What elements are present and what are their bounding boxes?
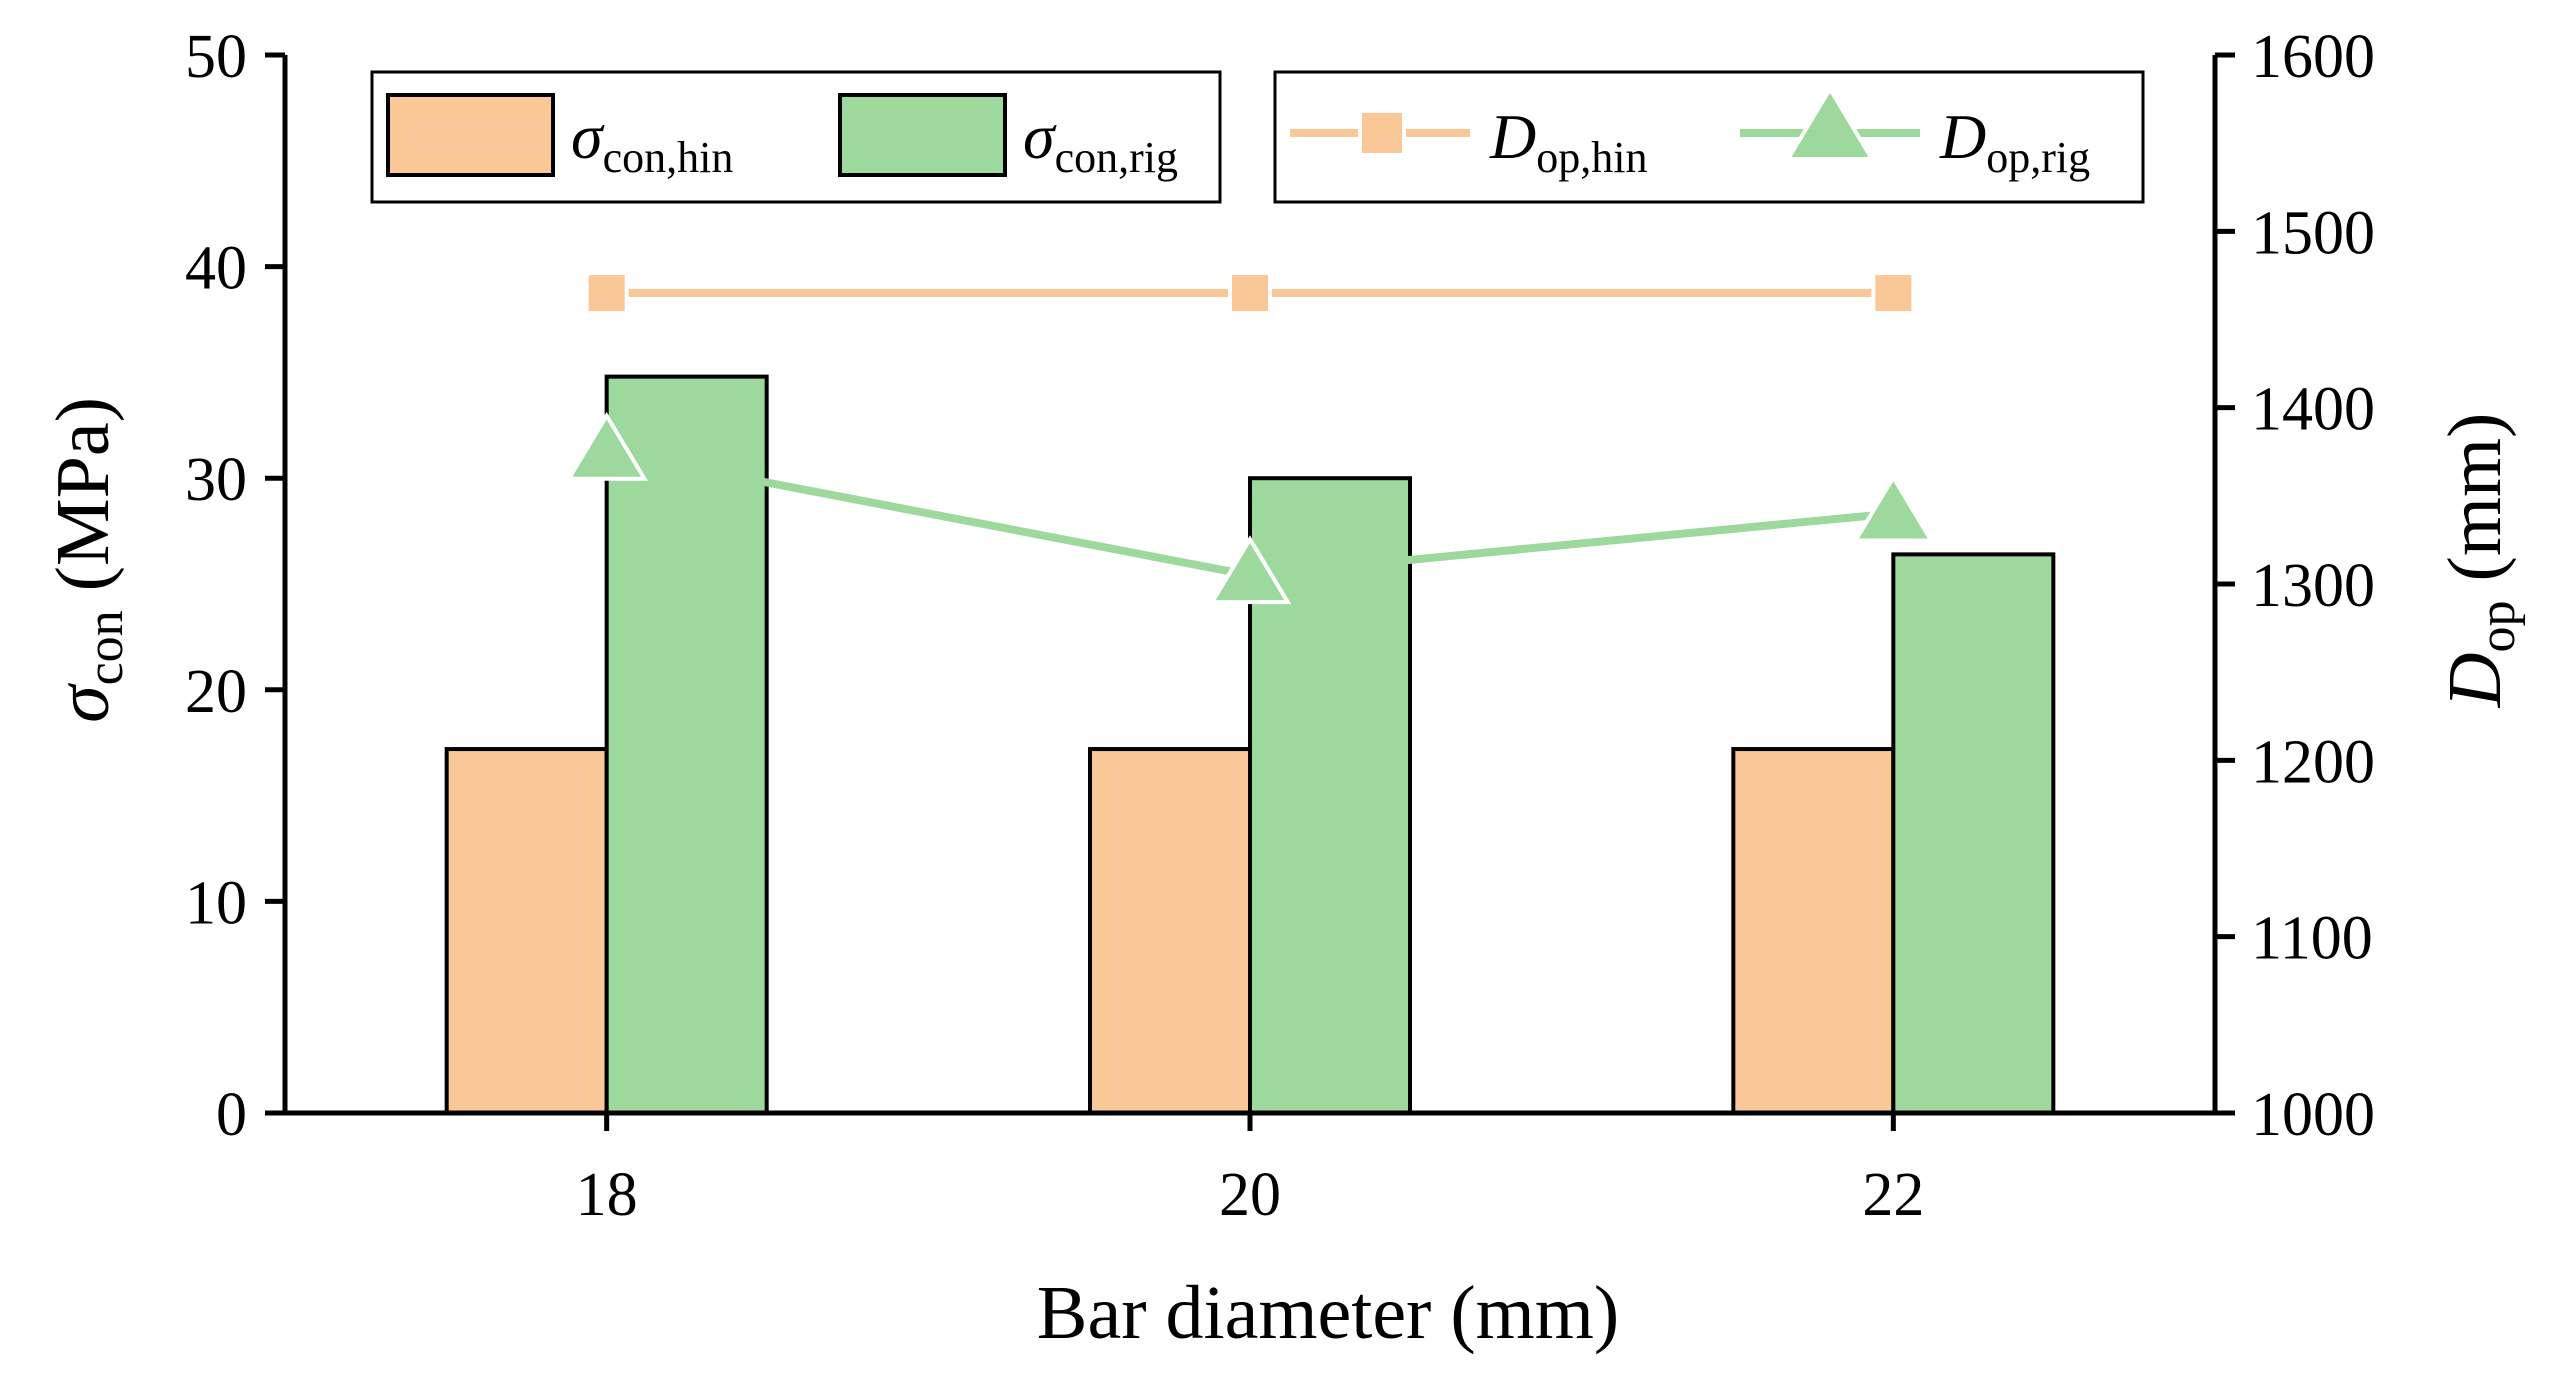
x-tick-label-18: 18: [576, 1161, 638, 1229]
marker-op-rig-20: [1208, 535, 1292, 605]
bar-con-hin-18: [444, 747, 609, 1115]
legends-layer: σcon,hin σcon,rig Dop,hin Dop,rig: [370, 70, 2145, 204]
marker-op-hin-20: [1228, 271, 1272, 316]
marker-op-hin-18: [584, 271, 629, 316]
right-axis-title: Dop (mm): [2433, 413, 2526, 709]
legend-label-op-rig: Dop,rig: [1939, 101, 2090, 182]
left-tick-label-10: 10: [185, 869, 247, 937]
left-axis-title: σcon (MPa): [41, 397, 134, 723]
right-tick-label-1600: 1600: [2251, 23, 2375, 91]
right-axis-title-unit: (mm): [2433, 413, 2517, 601]
left-tick-label-30: 30: [185, 446, 247, 514]
legend-marker-op-rig: [1784, 85, 1876, 161]
left-axis-title-main: σ: [41, 683, 125, 723]
lines-layer: [565, 271, 1935, 605]
right-tick-label-1300: 1300: [2251, 552, 2375, 620]
x-tick-label-22: 22: [1862, 1161, 1924, 1229]
legend-swatch-con-hin: [386, 93, 555, 177]
left-tick-label-40: 40: [185, 235, 247, 303]
left-tick-label-50: 50: [185, 23, 247, 91]
bar-con-hin-20: [1088, 747, 1252, 1115]
right-tick-label-1500: 1500: [2251, 199, 2375, 267]
marker-op-rig-22: [1852, 473, 1935, 543]
marker-op-rig-18: [565, 411, 648, 481]
x-tick-label-20: 20: [1219, 1161, 1281, 1229]
bar-con-hin-22: [1731, 747, 1896, 1115]
right-tick-label-1400: 1400: [2251, 376, 2375, 444]
legend-swatch-con-rig: [838, 93, 1007, 177]
right-axis-title-sub: op: [2469, 600, 2526, 652]
left-tick-label-20: 20: [185, 658, 247, 726]
legend-label-op-hin: Dop,hin: [1489, 101, 1647, 182]
x-axis-title: Bar diameter (mm): [1037, 1271, 1619, 1355]
bar-con-rig-18: [604, 374, 769, 1115]
right-tick-label-1200: 1200: [2251, 728, 2375, 796]
legend-label-con-hin: σcon,hin: [571, 101, 733, 182]
left-axis-title-sub: con: [77, 610, 134, 685]
right-tick-label-1000: 1000: [2251, 1081, 2375, 1149]
right-axis-title-main: D: [2433, 652, 2517, 708]
legend-label-con-rig: σcon,rig: [1023, 101, 1178, 182]
legend-marker-op-hin: [1358, 109, 1406, 157]
left-tick-label-0: 0: [216, 1081, 247, 1149]
bars-layer: [444, 374, 2056, 1115]
axes-layer: 0 10 20 30 40 50 1000 1100 1200 1300 1400 1500 1600 1…: [185, 23, 2375, 1229]
left-axis-title-unit: (MPa): [41, 397, 125, 610]
bar-con-rig-22: [1891, 552, 2056, 1115]
right-tick-label-1100: 1100: [2251, 905, 2373, 973]
marker-op-hin-22: [1871, 271, 1916, 316]
